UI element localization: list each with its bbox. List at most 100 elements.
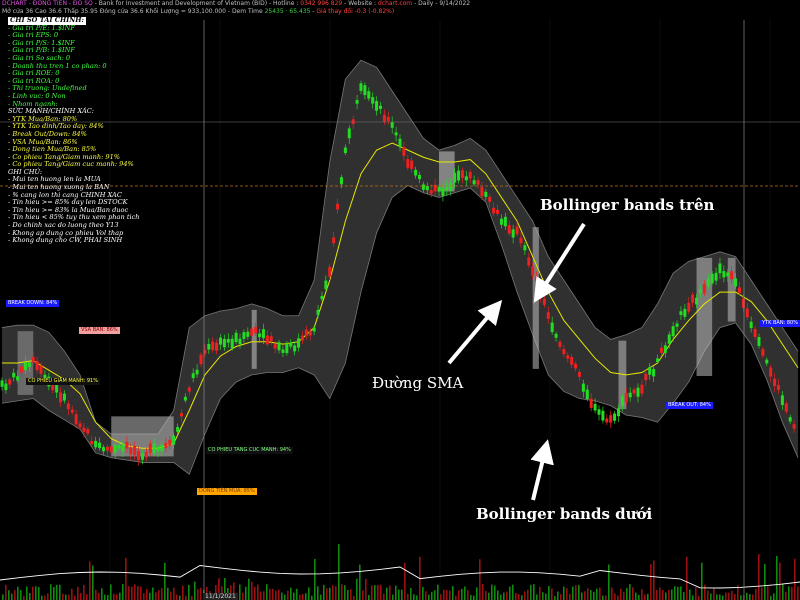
notes-item: - Mui ten huong xuong la BAN	[8, 183, 110, 192]
candle-body	[589, 398, 593, 408]
volume-bar	[779, 562, 781, 600]
volume-bar	[650, 564, 652, 600]
volume-bar	[524, 591, 526, 600]
metrics-item: - Linh vuc: 0 Non	[8, 91, 66, 100]
volume-bar	[491, 584, 493, 600]
candle-body	[632, 389, 636, 394]
volume-bar	[644, 594, 646, 600]
candle-body	[359, 83, 363, 91]
candle-body	[406, 159, 410, 168]
volume-bar	[218, 578, 220, 600]
dem-time-label: Dem Time	[231, 8, 263, 15]
volume-bar	[92, 565, 94, 600]
candle-body	[332, 237, 336, 244]
candle-body	[250, 328, 254, 336]
volume-bar	[134, 584, 136, 600]
candle-body	[371, 97, 375, 104]
volume-bar	[716, 594, 718, 600]
volume-bar	[332, 585, 334, 600]
volume-bar	[74, 595, 76, 600]
arrow-upper-band	[533, 222, 586, 303]
hotline-label: Hotline :	[273, 0, 299, 7]
volume-bar	[80, 592, 82, 600]
volume-bar	[275, 590, 277, 600]
volume-bar	[755, 588, 757, 600]
volume-bar	[569, 593, 571, 600]
candle-body	[90, 441, 94, 445]
candle-body	[304, 329, 308, 336]
volume-bar	[410, 588, 412, 600]
volume-bar	[629, 584, 631, 600]
candle-body	[261, 329, 265, 339]
candle-body	[757, 337, 761, 346]
candle-body	[355, 100, 359, 104]
volume-bar	[584, 591, 586, 600]
volume-bar	[242, 592, 244, 600]
volume-bar	[131, 586, 133, 600]
candle-body	[531, 266, 535, 276]
candle-body	[164, 443, 168, 448]
metrics-item: - Gia tri ROA: 0	[8, 76, 60, 85]
candle-body	[74, 414, 78, 425]
volume-bar	[494, 585, 496, 600]
candle-body	[300, 335, 304, 341]
volume-bar	[542, 592, 544, 600]
volume-bar	[635, 592, 637, 600]
candle-body	[507, 225, 511, 234]
candle-body	[710, 273, 714, 284]
volume-bar	[578, 584, 580, 600]
volume-bar	[263, 591, 265, 600]
candle-body	[144, 451, 148, 458]
volume-bar	[704, 584, 706, 600]
candle-body	[133, 445, 137, 456]
volume-bar	[170, 591, 172, 600]
volume-bar	[71, 588, 73, 600]
candle-body	[577, 371, 581, 377]
volume-bar	[62, 593, 64, 600]
candle-body	[792, 424, 796, 429]
volume-bar	[338, 544, 340, 600]
candle-body	[297, 338, 301, 348]
candle-body	[109, 446, 113, 453]
volume-bar	[380, 584, 382, 600]
candle-body	[70, 409, 74, 413]
candle-body	[199, 354, 203, 365]
volume-bar	[224, 577, 226, 600]
candle-body	[320, 295, 324, 300]
volume-bar	[725, 592, 727, 600]
annotation-sma: Đường SMA	[372, 374, 464, 392]
candle-body	[246, 331, 250, 337]
volume-bar	[713, 588, 715, 600]
volume-bar	[77, 586, 79, 600]
volume-bar	[20, 590, 22, 600]
volume-bar	[455, 595, 457, 600]
volume-bar	[356, 578, 358, 600]
open-value: Mở cửa 36	[2, 8, 34, 15]
volume-bar	[251, 581, 253, 600]
volume-bar	[287, 590, 289, 600]
candle-body	[187, 387, 191, 392]
candle-body	[254, 326, 258, 334]
volume-bar	[785, 591, 787, 600]
period-label: Daily	[418, 0, 434, 7]
volume-bar	[173, 587, 175, 600]
volume-bar	[32, 586, 34, 600]
candle-body	[152, 443, 156, 454]
volume-bar	[56, 584, 58, 600]
volume-bar	[158, 590, 160, 600]
volume-bar	[386, 587, 388, 600]
chart-header-line1: DCHART - ĐỒNG TIỀN - ĐỒ SỘ - Bank for In…	[2, 0, 471, 7]
volume-bar	[638, 594, 640, 600]
info-panel: CHỈ SỐ TÀI CHÍNH: - Gia tri P/E: 1.$INF -…	[8, 16, 208, 245]
volume-bar	[581, 592, 583, 600]
metrics-item: - Thi truong: Undefined	[8, 84, 87, 93]
volume-bar	[440, 594, 442, 600]
candle-body	[179, 413, 183, 417]
candle-body	[4, 383, 8, 391]
volume-bar	[272, 588, 274, 600]
volume-bar	[461, 588, 463, 600]
volume-bar	[473, 595, 475, 600]
volume-bar	[302, 594, 304, 600]
candle-body	[339, 177, 343, 185]
candle-body	[43, 374, 47, 379]
